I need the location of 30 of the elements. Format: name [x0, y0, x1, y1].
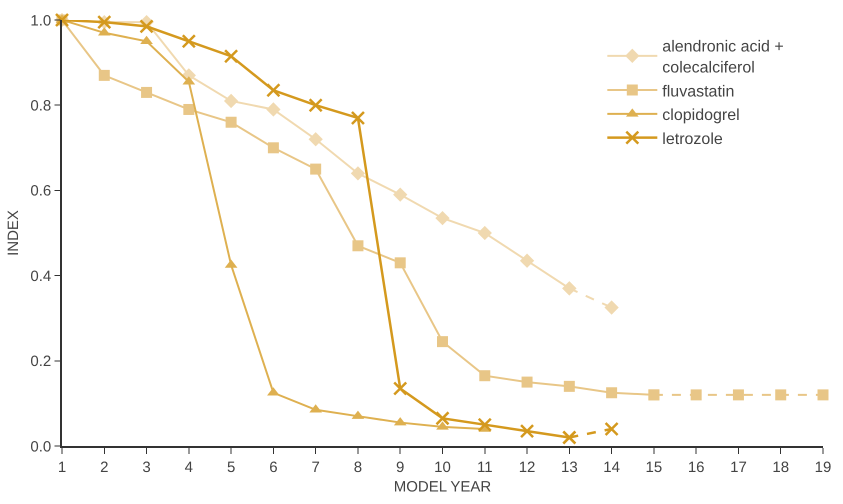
y-tick-label: 0.8 — [30, 97, 52, 114]
x-tick-label: 1 — [58, 458, 66, 476]
x-tick-label: 11 — [476, 458, 493, 476]
y-tick-label: 0.0 — [30, 438, 52, 456]
x-tick-label: 10 — [434, 458, 451, 476]
x-tick-label: 2 — [100, 458, 108, 476]
x-tick-label: 9 — [396, 458, 404, 476]
legend-label: fluvastatin — [662, 83, 734, 100]
x-tick-label: 17 — [730, 458, 747, 476]
x-tick-label: 12 — [518, 458, 536, 476]
y-tick-label: 0.2 — [30, 353, 52, 370]
x-tick-label: 5 — [226, 458, 236, 476]
x-tick-label: 18 — [772, 458, 790, 476]
y-tick-label: 0.6 — [30, 182, 52, 200]
y-axis-title: INDEX — [5, 210, 22, 256]
x-tick-label: 14 — [603, 458, 620, 476]
x-tick-label: 16 — [688, 458, 705, 476]
x-axis-title: MODEL YEAR — [394, 478, 492, 496]
x-tick-label: 13 — [560, 458, 578, 476]
x-tick-label: 19 — [814, 458, 832, 476]
legend-label: clopidogrel — [662, 107, 740, 124]
x-tick-label: 15 — [646, 458, 662, 476]
x-tick-label: 7 — [312, 458, 320, 476]
legend-label: letrozole — [662, 130, 723, 148]
x-tick-label: 4 — [184, 458, 193, 476]
x-tick-label: 3 — [142, 458, 151, 476]
y-tick-label: 0.4 — [30, 268, 52, 285]
x-tick-label: 8 — [354, 458, 362, 476]
x-tick-label: 6 — [269, 458, 278, 476]
y-tick-label: 1.0 — [30, 12, 52, 30]
